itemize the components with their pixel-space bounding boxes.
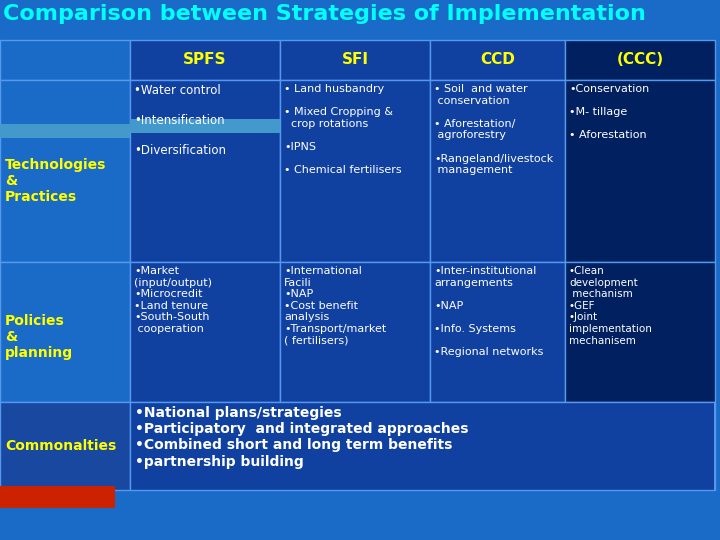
Bar bbox=[130, 119, 280, 133]
Bar bbox=[0, 486, 115, 508]
Text: •Water control

•Intensification

•Diversification: •Water control •Intensification •Diversi… bbox=[134, 84, 226, 157]
Bar bbox=[0, 402, 130, 490]
Text: •Clean
development
 mechanism
•GEF
•Joint
implementation
mechanisem: •Clean development mechanism •GEF •Joint… bbox=[569, 266, 652, 346]
Bar bbox=[430, 40, 565, 80]
Bar bbox=[0, 124, 130, 138]
Text: •National plans/strategies
•Participatory  and integrated approaches
•Combined s: •National plans/strategies •Participator… bbox=[135, 406, 469, 469]
Bar bbox=[0, 40, 130, 80]
Text: SFI: SFI bbox=[341, 52, 369, 68]
Text: Policies
&
planning: Policies & planning bbox=[5, 314, 73, 360]
Bar bbox=[565, 80, 715, 262]
Text: SPFS: SPFS bbox=[184, 52, 227, 68]
Bar bbox=[565, 40, 715, 80]
Text: •International
Facili
•NAP
•Cost benefit
analysis
•Transport/market
( fertiliser: •International Facili •NAP •Cost benefit… bbox=[284, 266, 386, 346]
Text: Technologies
&
Practices: Technologies & Practices bbox=[5, 158, 107, 204]
Bar bbox=[130, 40, 280, 80]
Text: •Market
(input/output)
•Microcredit
•Land tenure
•South-South
 cooperation: •Market (input/output) •Microcredit •Lan… bbox=[134, 266, 212, 334]
Text: Commonalties: Commonalties bbox=[5, 439, 116, 453]
Text: Comparison between Strategies of Implementation: Comparison between Strategies of Impleme… bbox=[3, 4, 646, 24]
Bar bbox=[280, 80, 430, 262]
Bar bbox=[565, 262, 715, 402]
Bar bbox=[714, 402, 715, 490]
Bar bbox=[430, 262, 565, 402]
Bar bbox=[280, 262, 430, 402]
Bar bbox=[0, 0, 720, 38]
Text: • Land husbandry

• Mixed Cropping &
  crop rotations

•IPNS

• Chemical fertili: • Land husbandry • Mixed Cropping & crop… bbox=[284, 84, 402, 175]
Text: • Soil  and water
 conservation

• Aforestation/
 agroforestry

•Rangeland/lives: • Soil and water conservation • Aforesta… bbox=[434, 84, 553, 175]
Text: •Inter-institutional
arrangements

•NAP

•Info. Systems

•Regional networks: •Inter-institutional arrangements •NAP •… bbox=[434, 266, 544, 357]
Text: •Conservation

•M- tillage

• Aforestation: •Conservation •M- tillage • Aforestation bbox=[569, 84, 649, 140]
Bar bbox=[130, 80, 280, 262]
Bar bbox=[280, 40, 430, 80]
Bar bbox=[130, 402, 715, 490]
Text: (CCC): (CCC) bbox=[616, 52, 664, 68]
Bar bbox=[430, 80, 565, 262]
Bar bbox=[0, 80, 130, 262]
Bar bbox=[130, 262, 280, 402]
Text: CCD: CCD bbox=[480, 52, 515, 68]
Bar bbox=[0, 262, 130, 402]
